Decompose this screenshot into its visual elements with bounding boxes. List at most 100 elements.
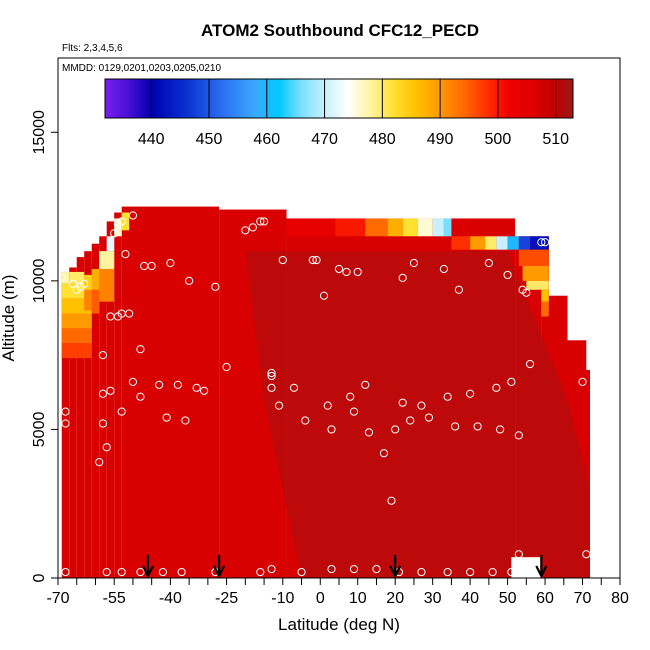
obs-point	[125, 309, 134, 318]
obs-point	[110, 229, 119, 238]
x-tick-label: -40	[159, 590, 182, 607]
obs-point	[379, 449, 389, 458]
field-cell	[84, 289, 92, 311]
field-cell	[541, 301, 549, 317]
obs-point	[95, 458, 104, 467]
x-tick-label: -70	[46, 590, 69, 607]
field-cell	[518, 249, 549, 266]
obs-point	[98, 419, 108, 428]
colorbar-tick-label: 490	[427, 131, 454, 148]
obs-point	[102, 443, 111, 452]
obs-point	[121, 250, 130, 259]
obs-point	[537, 238, 546, 247]
obs-point	[211, 282, 220, 291]
obs-point	[117, 217, 126, 226]
obs-point	[80, 279, 89, 288]
obs-point	[98, 351, 108, 360]
obs-point	[514, 550, 523, 559]
field-column	[91, 243, 100, 578]
obs-point	[289, 383, 299, 392]
obs-point	[192, 383, 201, 392]
field-cell	[61, 313, 92, 329]
x-tick-label: -25	[215, 590, 238, 607]
x-tick-label: 80	[611, 590, 629, 607]
colorbar-tick-label: 460	[253, 131, 280, 148]
field-column	[69, 267, 77, 578]
obs-point	[68, 279, 78, 288]
obs-point	[267, 368, 276, 378]
colorbar: 440 450 460 470 480 490 500 510	[104, 78, 574, 148]
x-tick-label: 40	[461, 590, 479, 607]
obs-point	[334, 264, 344, 274]
obs-point	[308, 255, 317, 265]
y-tick-label: 5000	[31, 412, 48, 448]
obs-point	[451, 422, 460, 431]
field-cell	[507, 236, 519, 250]
obs-point	[177, 567, 186, 577]
field-cell	[485, 236, 497, 250]
field-column	[84, 251, 92, 578]
flight-arrow-head	[141, 565, 154, 579]
obs-point	[301, 416, 310, 425]
obs-point	[514, 431, 523, 440]
colorbar-tick-label: 500	[485, 131, 512, 148]
y-axis: 0 5000 10000 15000	[31, 110, 58, 582]
x-tick-label: -55	[103, 590, 126, 607]
field-cell	[451, 236, 471, 250]
field-gap	[511, 557, 542, 578]
field-cell	[365, 218, 388, 237]
obs-point	[443, 567, 452, 577]
arrows-layer	[141, 555, 548, 579]
obs-point	[387, 496, 396, 505]
obs-point	[439, 264, 449, 274]
obs-point	[166, 258, 175, 268]
field-cell	[417, 218, 433, 237]
obs-point	[102, 567, 111, 577]
obs-point	[173, 380, 182, 389]
obs-point	[327, 564, 336, 574]
field-column	[76, 257, 85, 578]
obs-point	[181, 416, 190, 425]
field-cell	[99, 251, 115, 269]
obs-point	[147, 261, 156, 271]
field-cell	[496, 236, 508, 250]
field-column	[106, 221, 115, 578]
obs-point	[349, 564, 359, 574]
chart-title: ATOM2 Southbound CFC12_PECD	[201, 21, 479, 40]
field-cell	[522, 266, 549, 281]
obs-point	[327, 425, 336, 434]
x-axis: -70 -55 -40 -25 -10 0 10 20 30 40 50 60 70 80	[46, 578, 629, 607]
obs-point	[503, 270, 512, 280]
field-column	[61, 271, 70, 578]
obs-point	[540, 238, 550, 247]
x-tick-label: 10	[349, 590, 367, 607]
field-cell	[470, 236, 486, 250]
obs-point	[259, 217, 269, 226]
field-cell	[402, 218, 418, 237]
obs-point	[364, 428, 374, 437]
obs-point	[391, 425, 400, 434]
obs-point	[136, 567, 145, 577]
field-cell	[387, 218, 403, 237]
obs-point	[424, 413, 434, 422]
obs-point	[200, 386, 209, 395]
x-tick-label: 0	[316, 590, 325, 607]
obs-point	[496, 425, 505, 434]
obs-point	[323, 401, 332, 410]
field-dark-region	[245, 251, 591, 578]
obs-point	[158, 567, 168, 577]
field-cell	[443, 218, 452, 237]
obs-point	[278, 255, 287, 265]
colorbar-tick-label: 480	[369, 131, 396, 148]
field-column	[99, 236, 107, 579]
flight-arrow-head	[389, 565, 402, 579]
obs-point	[256, 567, 265, 577]
obs-point	[61, 567, 70, 577]
obs-point	[443, 392, 452, 401]
obs-point	[525, 359, 535, 369]
obs-point	[106, 386, 115, 395]
obs-point	[185, 276, 194, 285]
field-cell	[335, 218, 366, 237]
colorbar-gradient	[104, 78, 574, 119]
